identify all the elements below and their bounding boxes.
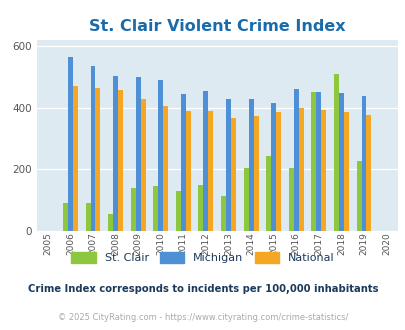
Bar (63, 203, 68, 231)
Bar (113, 76, 118, 231)
Bar (158, 80, 163, 231)
Title: St. Clair Violent Crime Index: St. Clair Violent Crime Index (89, 19, 345, 34)
Bar (220, 196, 226, 231)
Bar (163, 106, 168, 231)
Bar (95, 88, 100, 231)
Bar (253, 115, 258, 231)
Bar (243, 168, 248, 231)
Bar (356, 161, 360, 231)
Bar (175, 191, 180, 231)
Bar (311, 92, 315, 231)
Text: Crime Index corresponds to incidents per 100,000 inhabitants: Crime Index corresponds to incidents per… (28, 284, 377, 294)
Bar (315, 92, 320, 231)
Bar (248, 99, 253, 231)
Bar (293, 89, 298, 231)
Bar (338, 93, 343, 231)
Bar (343, 113, 348, 231)
Bar (208, 111, 213, 231)
Bar (180, 94, 185, 231)
Bar (198, 185, 203, 231)
Bar (118, 90, 123, 231)
Text: © 2025 CityRating.com - https://www.cityrating.com/crime-statistics/: © 2025 CityRating.com - https://www.city… (58, 313, 347, 322)
Bar (108, 214, 113, 231)
Bar (68, 56, 73, 231)
Bar (288, 168, 293, 231)
Bar (153, 186, 158, 231)
Bar (271, 103, 275, 231)
Bar (226, 99, 230, 231)
Bar (73, 86, 78, 231)
Bar (298, 108, 303, 231)
Bar (275, 113, 280, 231)
Bar (130, 188, 135, 231)
Bar (140, 99, 145, 231)
Bar (320, 110, 326, 231)
Legend: St. Clair, Michigan, National: St. Clair, Michigan, National (71, 252, 334, 263)
Bar (135, 77, 140, 231)
Bar (185, 111, 190, 231)
Bar (366, 115, 371, 231)
Bar (90, 66, 95, 231)
Bar (230, 118, 235, 231)
Bar (333, 74, 338, 231)
Bar (85, 203, 90, 231)
Bar (266, 156, 271, 231)
Bar (360, 96, 366, 231)
Bar (203, 90, 208, 231)
